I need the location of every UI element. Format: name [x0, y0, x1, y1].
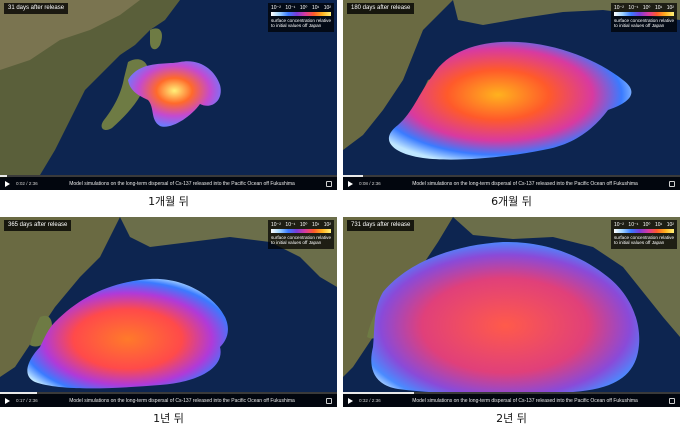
play-icon[interactable]	[5, 397, 10, 404]
mainland-asia	[0, 0, 140, 70]
video-time: 0:08 / 2:36	[359, 181, 381, 186]
colorbar-caption: surface concentration relative to initia…	[271, 235, 332, 246]
video-control-bar: 0:08 / 2:36 Model simulations on the lon…	[343, 177, 680, 190]
simulation-video-panel[interactable]: 180 days after release 10⁻² 10⁻¹ 10⁰ 10¹…	[343, 0, 680, 190]
panel-caption: 1개월 뒤	[148, 195, 189, 208]
colorbar-tick: 10²	[323, 5, 331, 11]
fullscreen-icon[interactable]	[669, 180, 675, 187]
colorbar-gradient	[614, 229, 674, 233]
panel-caption: 1년 뒤	[153, 412, 184, 425]
hokkaido-landmass	[150, 28, 162, 50]
colorbar-gradient	[271, 229, 331, 233]
days-after-release-label: 731 days after release	[347, 220, 415, 231]
video-time: 0:32 / 2:36	[359, 398, 381, 403]
simulation-video-panel[interactable]: 365 days after release 10⁻² 10⁻¹ 10⁰ 10¹…	[0, 217, 337, 407]
video-caption: Model simulations on the long-term dispe…	[412, 180, 638, 187]
video-progress-bar[interactable]	[0, 392, 337, 394]
video-progress-fill	[343, 175, 364, 177]
colorbar-tick: 10²	[666, 5, 674, 11]
colorbar-legend: 10⁻² 10⁻¹ 10⁰ 10¹ 10² surface concentrat…	[611, 220, 677, 249]
video-control-bar: 0:32 / 2:36 Model simulations on the lon…	[343, 394, 680, 407]
colorbar-legend: 10⁻² 10⁻¹ 10⁰ 10¹ 10² surface concentrat…	[268, 220, 334, 249]
colorbar-gradient	[614, 12, 674, 16]
simulation-video-panel[interactable]: 31 days after release 10⁻² 10⁻¹ 10⁰ 10¹ …	[0, 0, 337, 190]
colorbar-tick: 10²	[323, 222, 331, 228]
colorbar-caption: surface concentration relative to initia…	[614, 18, 675, 29]
video-progress-bar[interactable]	[0, 175, 337, 177]
colorbar-tick: 10¹	[311, 222, 320, 228]
cs137-plume	[128, 61, 221, 127]
video-progress-fill	[343, 392, 414, 394]
colorbar-tick: 10⁰	[299, 222, 308, 228]
video-progress-bar[interactable]	[343, 175, 680, 177]
colorbar-tick: 10⁻¹	[628, 5, 639, 11]
colorbar-tick: 10⁻²	[271, 5, 281, 11]
colorbar-tick: 10¹	[654, 5, 663, 11]
colorbar-tick: 10⁻²	[271, 222, 281, 228]
video-time: 0:02 / 2:36	[16, 181, 38, 186]
colorbar-tick: 10¹	[311, 5, 320, 11]
video-progress-fill	[0, 175, 7, 177]
play-icon[interactable]	[5, 180, 10, 187]
colorbar-tick: 10⁰	[642, 222, 651, 228]
fullscreen-icon[interactable]	[326, 397, 332, 404]
colorbar-tick: 10⁻¹	[285, 5, 296, 11]
colorbar-caption: surface concentration relative to initia…	[271, 18, 332, 29]
simulation-video-panel[interactable]: 731 days after release 10⁻² 10⁻¹ 10⁰ 10¹…	[343, 217, 680, 407]
video-control-bar: 0:17 / 2:36 Model simulations on the lon…	[0, 394, 337, 407]
video-time: 0:17 / 2:36	[16, 398, 38, 403]
colorbar-tick: 10⁰	[642, 5, 651, 11]
colorbar-tick: 10⁻²	[614, 222, 624, 228]
colorbar-tick: 10⁻¹	[628, 222, 639, 228]
play-icon[interactable]	[348, 397, 353, 404]
colorbar-caption: surface concentration relative to initia…	[614, 235, 675, 246]
colorbar-tick: 10²	[666, 222, 674, 228]
colorbar-tick: 10⁻¹	[285, 222, 296, 228]
days-after-release-label: 365 days after release	[4, 220, 72, 231]
video-caption: Model simulations on the long-term dispe…	[69, 180, 295, 187]
fullscreen-icon[interactable]	[326, 180, 332, 187]
video-progress-fill	[0, 392, 38, 394]
play-icon[interactable]	[348, 180, 353, 187]
fullscreen-icon[interactable]	[669, 397, 675, 404]
colorbar-tick: 10¹	[654, 222, 663, 228]
colorbar-tick: 10⁻²	[614, 5, 624, 11]
days-after-release-label: 180 days after release	[347, 3, 415, 14]
panel-caption: 2년 뒤	[496, 412, 527, 425]
video-caption: Model simulations on the long-term dispe…	[412, 397, 638, 404]
asia-landmass	[0, 217, 120, 377]
video-caption: Model simulations on the long-term dispe…	[69, 397, 295, 404]
cs137-plume	[388, 41, 632, 160]
asia-landmass	[343, 0, 453, 150]
video-progress-bar[interactable]	[343, 392, 680, 394]
video-control-bar: 0:02 / 2:36 Model simulations on the lon…	[0, 177, 337, 190]
cs137-plume	[27, 278, 228, 389]
panel-caption: 6개월 뒤	[491, 195, 532, 208]
colorbar-tick: 10⁰	[299, 5, 308, 11]
cs137-plume	[371, 241, 640, 394]
colorbar-legend: 10⁻² 10⁻¹ 10⁰ 10¹ 10² surface concentrat…	[611, 3, 677, 32]
colorbar-legend: 10⁻² 10⁻¹ 10⁰ 10¹ 10² surface concentrat…	[268, 3, 334, 32]
days-after-release-label: 31 days after release	[4, 3, 69, 14]
colorbar-gradient	[271, 12, 331, 16]
